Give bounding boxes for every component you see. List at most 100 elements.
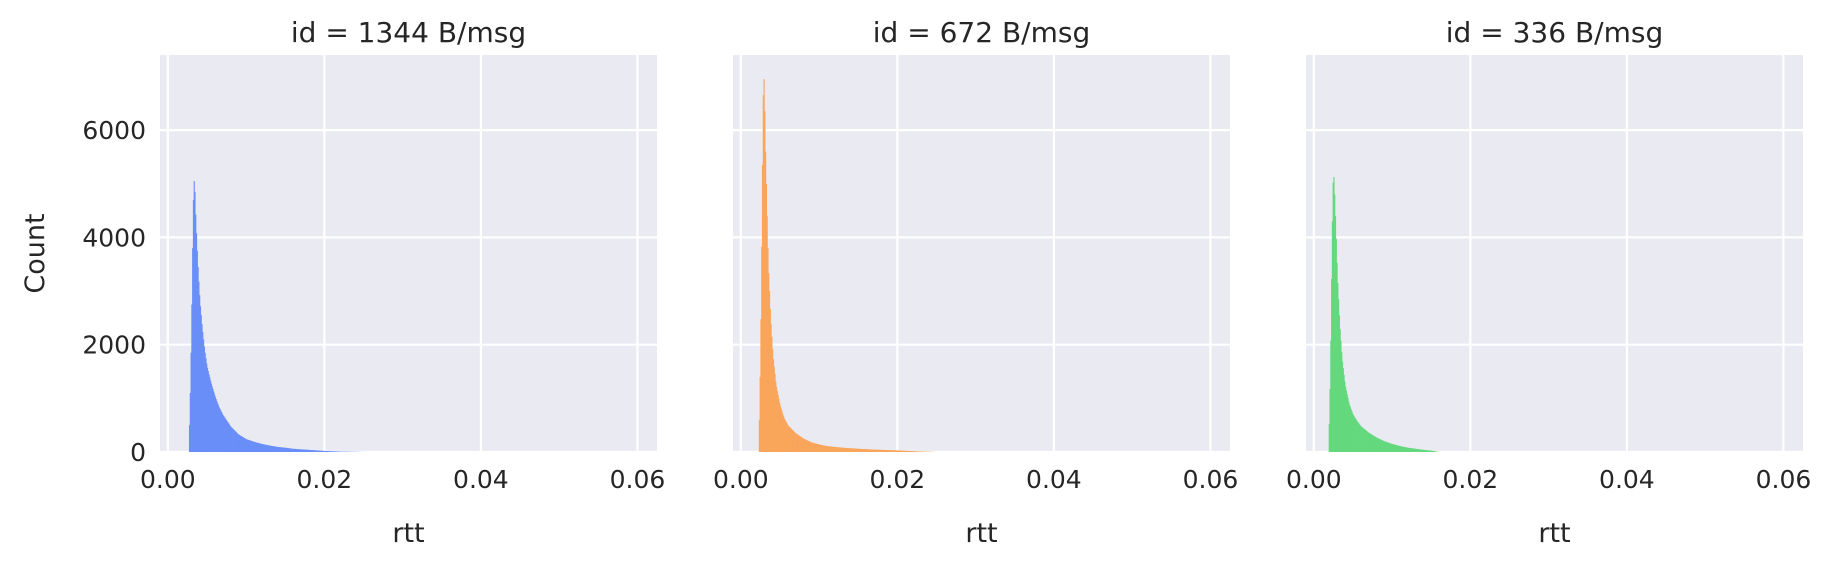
histogram-bar xyxy=(1360,426,1362,452)
histogram-bar xyxy=(896,450,898,452)
histogram-bar xyxy=(264,444,266,452)
histogram-bar xyxy=(886,450,888,452)
histogram-bar xyxy=(884,449,886,452)
histogram-bar xyxy=(204,352,206,452)
histogram-bar xyxy=(247,439,249,452)
histogram-bar xyxy=(1388,442,1390,452)
histogram-bar xyxy=(819,444,822,452)
histogram-bar xyxy=(867,449,869,452)
histogram-bar xyxy=(311,450,313,452)
histogram-bar xyxy=(781,411,783,452)
histogram-bar xyxy=(1363,428,1365,452)
histogram-bar xyxy=(836,447,838,452)
histogram-bar xyxy=(1389,443,1391,452)
histogram-bar xyxy=(787,425,789,452)
histogram-bar xyxy=(336,451,338,452)
histogram-bar xyxy=(320,450,322,452)
histogram-bar xyxy=(1334,215,1337,452)
histogram-bar xyxy=(826,446,828,452)
histogram-bar xyxy=(882,449,884,452)
histogram-bar xyxy=(252,441,254,452)
histogram-bar xyxy=(903,450,905,452)
histogram-bar xyxy=(205,358,207,452)
histogram-bar xyxy=(858,448,860,452)
histogram-bar xyxy=(916,451,919,452)
histogram-bar xyxy=(1328,423,1330,452)
histogram-bar xyxy=(210,380,212,452)
histogram-bar xyxy=(777,394,779,452)
histogram-bar xyxy=(260,443,263,452)
histogram-bar xyxy=(235,432,238,452)
histogram-bar xyxy=(1417,449,1419,452)
histogram-bar xyxy=(911,451,913,452)
histogram-bar xyxy=(1419,449,1421,452)
histogram-bar xyxy=(237,433,239,452)
histogram-bar xyxy=(891,450,893,452)
histogram-bar xyxy=(805,439,807,452)
histogram-bar xyxy=(195,214,197,452)
histogram-bar xyxy=(192,248,194,452)
histogram-bar xyxy=(1331,278,1333,452)
panel-title: id = 336 B/msg xyxy=(1446,16,1663,49)
histogram-bar xyxy=(1355,418,1357,452)
histogram-bar xyxy=(233,429,235,452)
histogram-bar xyxy=(918,451,920,452)
histogram-bar xyxy=(769,291,771,452)
histogram-bar xyxy=(309,449,311,452)
plot-background xyxy=(733,55,1230,452)
histogram-bar xyxy=(282,447,285,452)
x-tick-label: 0.02 xyxy=(870,465,926,494)
histogram-bar xyxy=(774,373,776,452)
histogram-bar xyxy=(253,441,256,452)
histogram-bar xyxy=(887,450,889,452)
histogram-bar xyxy=(920,451,922,452)
histogram-bar xyxy=(904,450,906,452)
histogram-bar xyxy=(1329,388,1331,452)
histogram-bar xyxy=(250,440,252,452)
histogram-bar xyxy=(844,447,847,452)
histogram-bar xyxy=(250,440,252,452)
histogram-bar xyxy=(789,427,791,452)
histogram-bar xyxy=(807,440,809,452)
histogram-bar xyxy=(1380,439,1382,452)
histogram-bar xyxy=(833,446,835,452)
histogram-bar xyxy=(234,430,236,452)
histogram-bar xyxy=(261,444,263,452)
histogram-bar xyxy=(1431,450,1433,452)
histogram-bar xyxy=(794,432,796,452)
histogram-bar xyxy=(291,448,293,452)
histogram-bar xyxy=(1331,221,1333,452)
histogram-bar xyxy=(1403,446,1405,452)
histogram-bar xyxy=(901,450,903,452)
x-axis-label: rtt xyxy=(392,518,424,549)
histogram-bar xyxy=(905,450,908,452)
histogram-bar xyxy=(271,445,273,452)
histogram-bar xyxy=(235,431,237,452)
histogram-bar xyxy=(1421,449,1423,452)
histogram-bar xyxy=(1330,340,1332,452)
histogram-bar xyxy=(293,448,295,452)
histogram-bar xyxy=(1346,394,1348,452)
histogram-bar xyxy=(832,446,834,452)
histogram-bar xyxy=(304,449,306,452)
histogram-bar xyxy=(1385,441,1387,452)
histogram-bar xyxy=(771,336,773,452)
histogram-bar xyxy=(913,451,915,452)
facet-panel-3: 0.00 0.02 0.04 0.06 id = 336 B/msg rtt xyxy=(1286,16,1811,549)
histogram-bar xyxy=(304,449,306,452)
histogram-bar xyxy=(1373,435,1375,452)
histogram-bar xyxy=(880,449,882,452)
histogram-bar xyxy=(850,448,852,452)
histogram-bar xyxy=(257,442,259,452)
histogram-bar xyxy=(841,447,843,452)
histogram-bar xyxy=(315,450,317,452)
histogram-bar xyxy=(1428,450,1431,452)
histogram-bar xyxy=(769,308,771,452)
histogram-bar xyxy=(902,450,904,452)
histogram-bar xyxy=(788,426,790,452)
histogram-bar xyxy=(861,448,863,452)
histogram-bar xyxy=(1385,441,1387,452)
histogram-bar xyxy=(785,421,787,452)
histogram-bar xyxy=(211,386,213,452)
histogram-bar xyxy=(1350,409,1352,452)
